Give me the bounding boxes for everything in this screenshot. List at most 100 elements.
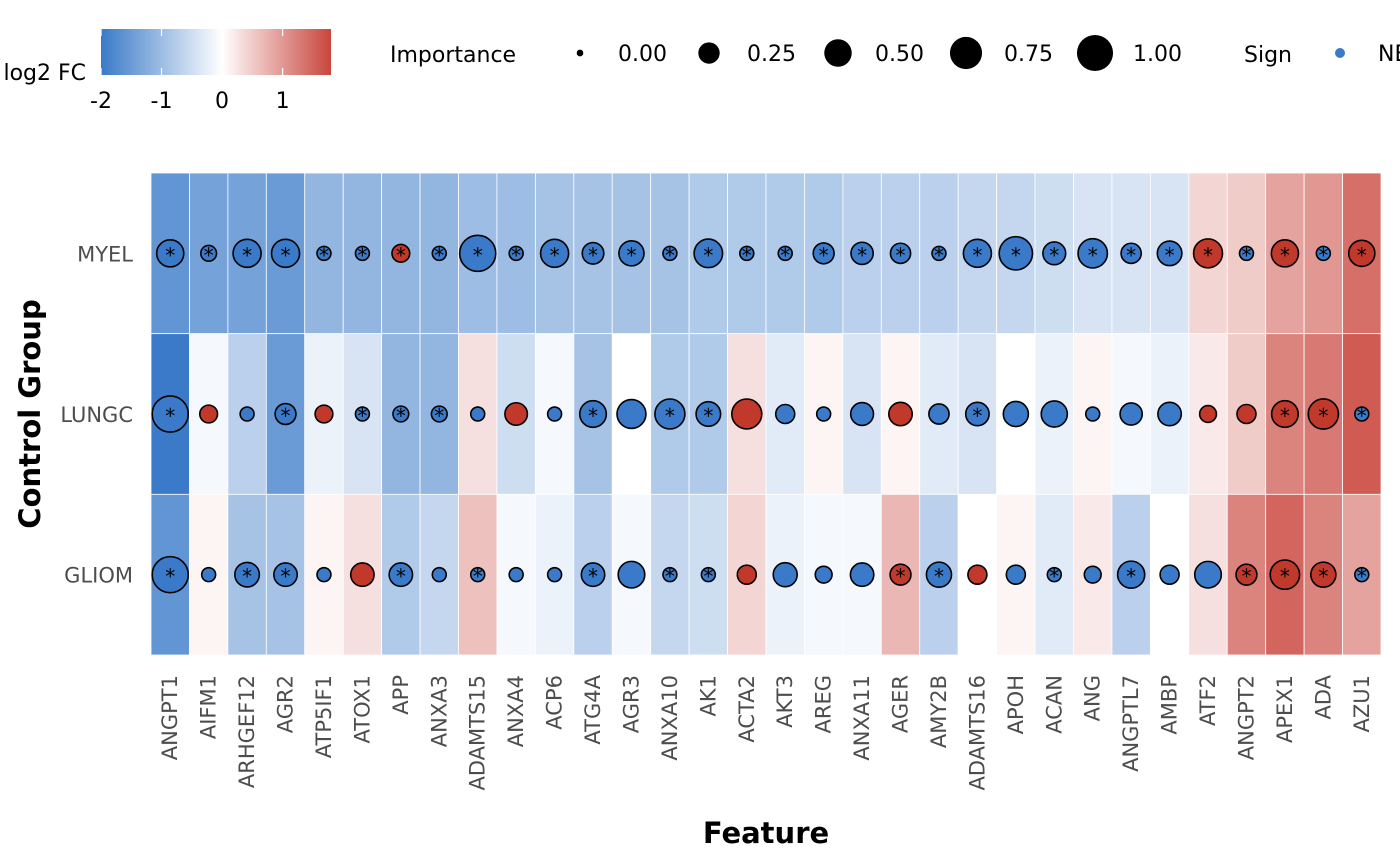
- y-tick-myel: MYEL: [77, 242, 133, 266]
- significance-star: *: [588, 243, 598, 267]
- significance-star: *: [1165, 243, 1175, 267]
- dot-lungc-akt3: [774, 403, 796, 425]
- importance-legend: Importance 0.00 0.25 0.50 0.75 1.00: [390, 34, 1182, 72]
- heat-cell-lungc-app: [381, 333, 421, 495]
- dot-myel-adamts16: [962, 238, 993, 269]
- x-tick-app: APP: [389, 675, 413, 715]
- dot-myel-atp5if1: [316, 245, 332, 262]
- dot-lungc-ang: [1084, 406, 1101, 422]
- x-tick-acta2: ACTA2: [735, 675, 759, 743]
- significance-star: *: [204, 243, 214, 267]
- sign-legend-dot-neg: [1335, 48, 1345, 58]
- dot-myel-anxa11: [850, 241, 874, 266]
- significance-star: *: [1318, 243, 1328, 267]
- x-tick-anxa4: ANXA4: [504, 675, 528, 747]
- importance-legend-dot: [824, 39, 852, 67]
- significance-star: *: [281, 565, 291, 589]
- significance-star: *: [1318, 404, 1328, 428]
- dot-lungc-app: [392, 405, 410, 423]
- x-tick-ager: AGER: [889, 675, 913, 733]
- dot-gliom-arhgef12: [234, 561, 261, 588]
- dot-myel-ang: [1077, 237, 1109, 269]
- x-tick-adamts15: ADAMTS15: [466, 675, 490, 791]
- significance-star: *: [473, 243, 483, 267]
- colorbar-tick-label: 1: [276, 89, 290, 114]
- significance-star: *: [972, 404, 982, 428]
- significance-star: *: [511, 243, 521, 267]
- x-tick-atg4a: ATG4A: [581, 674, 605, 744]
- dot-lungc-angpt1: [151, 395, 190, 433]
- significance-star: *: [281, 404, 291, 428]
- dot-lungc-amy2b: [928, 403, 950, 425]
- significance-star: *: [319, 243, 329, 267]
- x-tick-anxa10: ANXA10: [658, 675, 682, 761]
- significance-star: *: [1280, 565, 1290, 589]
- dot-gliom-amy2b: [925, 561, 953, 589]
- dot-lungc-azu1: [1354, 406, 1370, 422]
- y-axis-title: Control Group: [13, 299, 47, 528]
- significance-star: *: [819, 243, 829, 267]
- significance-star: *: [896, 565, 906, 589]
- dot-myel-angptl7: [1120, 242, 1143, 265]
- dot-myel-angpt1: [155, 238, 185, 268]
- significance-star: *: [1357, 404, 1367, 428]
- significance-star: *: [242, 243, 252, 267]
- significance-star: *: [703, 565, 713, 589]
- significance-star: *: [703, 404, 713, 428]
- dot-gliom-anxa3: [431, 566, 448, 583]
- dot-lungc-ak1: [695, 400, 722, 428]
- x-tick-apex1: APEX1: [1273, 675, 1297, 743]
- dot-gliom-agr2: [273, 562, 299, 588]
- dot-lungc-ada: [1307, 398, 1340, 430]
- sign-legend-label-neg: NEG: [1378, 42, 1400, 67]
- dot-lungc-agr2: [274, 402, 297, 426]
- dot-lungc-atp5if1: [314, 404, 334, 424]
- significance-star: *: [396, 404, 406, 428]
- x-tick-agr3: AGR3: [619, 675, 643, 733]
- importance-legend-dot: [949, 36, 983, 70]
- dot-lungc-atg4a: [578, 399, 608, 429]
- x-tick-agr2: AGR2: [274, 675, 298, 733]
- dot-lungc-acan: [1040, 400, 1069, 428]
- colorbar-tick-label: 0: [215, 89, 229, 114]
- x-tick-anxa11: ANXA11: [850, 675, 874, 761]
- dot-myel-anxa4: [508, 245, 524, 262]
- x-tick-angpt1: ANGPT1: [158, 675, 182, 760]
- dot-gliom-angptl7: [1116, 560, 1146, 590]
- significance-star: *: [357, 243, 367, 267]
- x-tick-atox1: ATOX1: [350, 675, 374, 744]
- dot-myel-adamts15: [458, 234, 497, 273]
- x-axis-title: Feature: [703, 816, 829, 850]
- x-tick-adamts16: ADAMTS16: [965, 675, 989, 791]
- significance-star: *: [1126, 243, 1136, 267]
- dot-lungc-anxa3: [430, 405, 448, 423]
- dot-gliom-anxa4: [508, 566, 524, 583]
- dot-gliom-apex1: [1269, 559, 1301, 591]
- dot-lungc-anxa10: [654, 398, 686, 430]
- dot-myel-apoh: [998, 235, 1034, 271]
- significance-star: *: [934, 565, 944, 589]
- dot-myel-agr2: [270, 238, 301, 269]
- x-tick-azu1: AZU1: [1350, 675, 1374, 732]
- dot-gliom-anxa10: [662, 566, 678, 583]
- significance-star: *: [972, 243, 982, 267]
- x-tick-areg: AREG: [812, 675, 836, 734]
- significance-star: *: [242, 565, 252, 589]
- dot-gliom-acta2: [736, 564, 758, 585]
- significance-star: *: [1280, 404, 1290, 428]
- dot-myel-ambp: [1156, 240, 1183, 267]
- dot-myel-ager: [889, 242, 912, 265]
- x-tick-arhgef12: ARHGEF12: [235, 675, 259, 788]
- sign-legend: Sign NEGPOS: [1244, 42, 1400, 68]
- dot-lungc-anxa4: [504, 401, 529, 427]
- significance-star: *: [1049, 243, 1059, 267]
- significance-star: *: [588, 404, 598, 428]
- significance-star: *: [1088, 243, 1098, 267]
- dot-gliom-adamts15: [469, 566, 486, 583]
- importance-legend-label: 0.50: [875, 42, 924, 67]
- y-tick-lungc: LUNGC: [60, 403, 133, 427]
- dot-lungc-aifm1: [198, 404, 219, 424]
- dot-lungc-atox1: [354, 406, 371, 422]
- dot-myel-akt3: [777, 245, 793, 262]
- colorbar: [101, 29, 331, 75]
